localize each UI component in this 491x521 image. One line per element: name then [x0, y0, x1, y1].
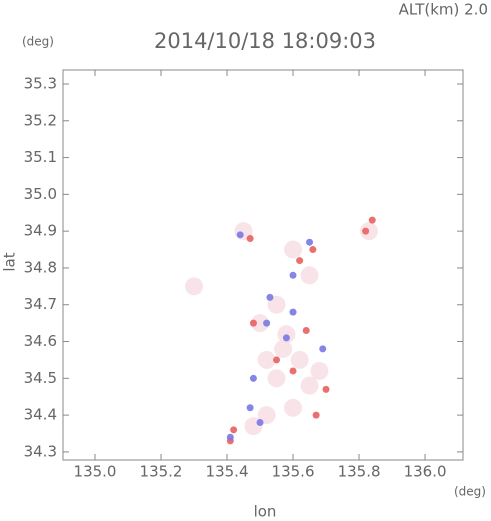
y-tick-label: 34.7 — [24, 295, 57, 313]
data-point — [300, 376, 319, 395]
x-tick-label: 136.0 — [404, 463, 447, 481]
data-point — [249, 374, 257, 382]
data-point — [309, 246, 317, 254]
data-point — [306, 238, 314, 246]
data-point — [251, 314, 270, 333]
data-point — [257, 350, 276, 369]
data-point — [185, 277, 204, 296]
y-tick-label: 34.8 — [24, 258, 57, 276]
data-point — [312, 411, 320, 419]
data-point — [246, 235, 254, 243]
data-point — [284, 398, 303, 417]
x-tick-label: 135.0 — [74, 463, 117, 481]
y-tick-label: 34.6 — [24, 332, 57, 350]
data-point — [362, 227, 370, 235]
data-point — [277, 325, 296, 344]
plot-frame — [62, 69, 464, 461]
data-point — [322, 385, 330, 393]
y-tick-label: 34.3 — [24, 442, 57, 460]
data-point — [289, 271, 297, 279]
data-point — [289, 367, 297, 375]
data-point — [267, 295, 286, 314]
data-point — [284, 240, 303, 259]
y-tick-label: 34.4 — [24, 406, 57, 424]
y-tick-label: 35.3 — [24, 74, 57, 92]
x-tick-label: 135.2 — [140, 463, 183, 481]
data-point — [319, 345, 327, 353]
x-tick-label: 135.8 — [338, 463, 381, 481]
data-point — [282, 334, 290, 342]
y-tick-label: 35.1 — [24, 148, 57, 166]
data-point — [290, 350, 309, 369]
data-point — [302, 326, 310, 334]
data-point — [236, 231, 244, 239]
x-tick-label: 135.4 — [206, 463, 249, 481]
data-point — [256, 418, 264, 426]
y-tick-label: 35.0 — [24, 185, 57, 203]
y-tick-label: 35.2 — [24, 111, 57, 129]
data-point — [266, 293, 274, 301]
x-axis-label: lon — [254, 503, 277, 521]
altitude-label: ALT(km) 2.0 — [399, 1, 488, 19]
data-point — [300, 266, 319, 285]
y-axis-label: lat — [1, 252, 19, 271]
x-unit: (deg) — [454, 485, 486, 499]
data-point — [368, 216, 376, 224]
y-unit: (deg) — [22, 35, 54, 49]
data-point — [257, 406, 276, 425]
x-tick-label: 135.6 — [272, 463, 315, 481]
y-tick-label: 34.9 — [24, 222, 57, 240]
y-tick-label: 34.5 — [24, 369, 57, 387]
data-point — [310, 361, 329, 380]
data-point — [289, 308, 297, 316]
data-point — [249, 319, 257, 327]
data-point — [246, 404, 254, 412]
data-point — [296, 257, 304, 265]
data-point — [273, 356, 281, 364]
chart-title: 2014/10/18 18:09:03 — [154, 29, 376, 53]
data-point — [274, 339, 293, 358]
data-point — [230, 426, 238, 434]
data-point — [267, 369, 286, 388]
data-point — [226, 433, 234, 441]
data-point — [263, 319, 271, 327]
